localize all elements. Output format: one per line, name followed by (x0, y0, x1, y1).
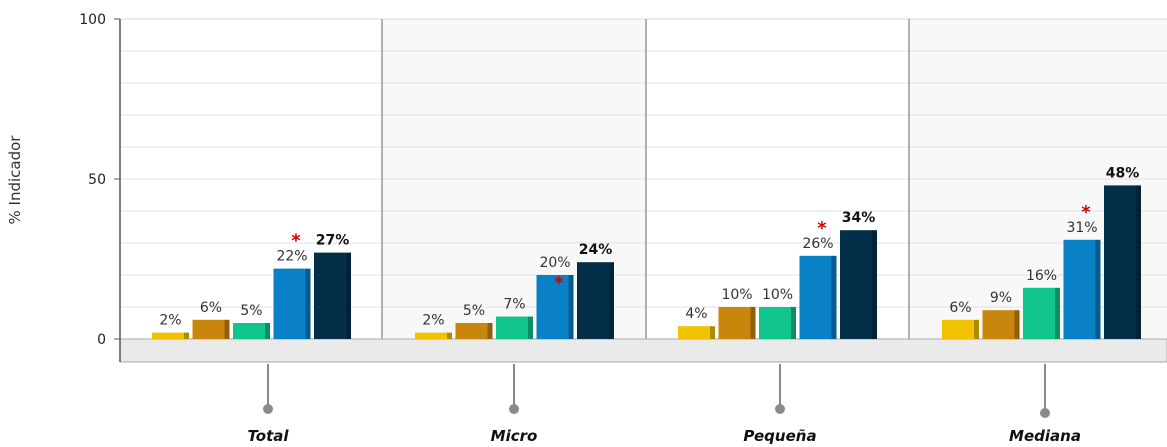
data-labels: 2%6% 5%22%* 27%2%5% 7%20%*24%4%10% 10%26%* 34… (159, 165, 1139, 328)
bar-side (974, 319, 979, 339)
data-label: 6% (200, 300, 222, 316)
bar-side (447, 332, 452, 339)
y-axis-label: % Indicador (6, 135, 24, 225)
bar (799, 255, 832, 339)
bar-side (791, 307, 796, 339)
bar-side (1014, 310, 1020, 339)
data-label: 27% (316, 233, 350, 249)
bar-side (487, 323, 493, 339)
bar-side (346, 252, 351, 339)
y-tick-label: 0 (97, 332, 106, 348)
bar-side (305, 268, 311, 339)
data-label: 6% (949, 300, 971, 316)
category-label: Mediana (1009, 427, 1081, 445)
category-label: Total (247, 427, 289, 445)
bar-side (609, 262, 614, 339)
bar (942, 319, 974, 339)
significance-asterisk: * (291, 231, 301, 252)
data-label: 31% (1066, 220, 1097, 236)
bar (233, 323, 265, 339)
bar (982, 310, 1015, 339)
category-labels: Total Micro Pequeña Mediana (247, 364, 1081, 445)
bar (718, 307, 751, 339)
data-label: 16% (1026, 268, 1057, 284)
category-dot (775, 404, 785, 414)
data-label: 22% (276, 249, 307, 265)
bar-side (1136, 185, 1141, 339)
data-label: 9% (990, 290, 1012, 306)
data-label: 5% (240, 303, 262, 319)
y-axis: 0 50 100 (79, 12, 121, 362)
category-label: Micro (491, 427, 538, 445)
bar (840, 230, 872, 339)
bar (455, 323, 488, 339)
bars (152, 185, 1141, 339)
y-tick-label: 100 (79, 12, 106, 28)
chart-floor (119, 338, 1167, 363)
bar (415, 332, 447, 339)
data-label: 26% (802, 236, 833, 252)
bar (536, 275, 569, 339)
category-dot (509, 404, 519, 414)
y-tick-label: 50 (88, 172, 106, 188)
data-label: 24% (579, 242, 613, 258)
data-label: 5% (463, 303, 485, 319)
category-label: Pequeña (743, 427, 816, 445)
significance-asterisk: * (554, 273, 564, 294)
bar-side (710, 326, 715, 339)
data-label: 2% (422, 313, 444, 329)
significance-asterisk: * (817, 218, 827, 239)
bar-side (224, 319, 230, 339)
category-dot (263, 404, 273, 414)
data-label: 20% (539, 255, 570, 271)
grid-lines (119, 18, 1167, 363)
data-label: 10% (762, 287, 793, 303)
bar-side (1095, 239, 1101, 339)
bar-side (184, 332, 189, 339)
bar (273, 268, 306, 339)
data-label: 2% (159, 313, 181, 329)
data-label: 4% (685, 306, 707, 322)
bar (152, 332, 184, 339)
bar-side (750, 307, 756, 339)
data-label: 34% (842, 210, 876, 226)
data-label: 48% (1106, 165, 1140, 181)
bar (1023, 287, 1055, 339)
bar (577, 262, 609, 339)
bar (314, 252, 346, 339)
bar-side (872, 230, 877, 339)
category-dot (1040, 408, 1050, 418)
bar (1063, 239, 1096, 339)
bar (678, 326, 710, 339)
bar (1104, 185, 1136, 339)
bar-side (831, 255, 837, 339)
bar (192, 319, 225, 339)
bar (759, 307, 791, 339)
data-label: 7% (503, 297, 525, 313)
bar-side (528, 316, 533, 339)
bar-side (568, 275, 574, 339)
bar-side (265, 323, 270, 339)
significance-asterisk: * (1081, 202, 1091, 223)
bar (496, 316, 528, 339)
data-label: 10% (721, 287, 752, 303)
bar-side (1055, 287, 1060, 339)
